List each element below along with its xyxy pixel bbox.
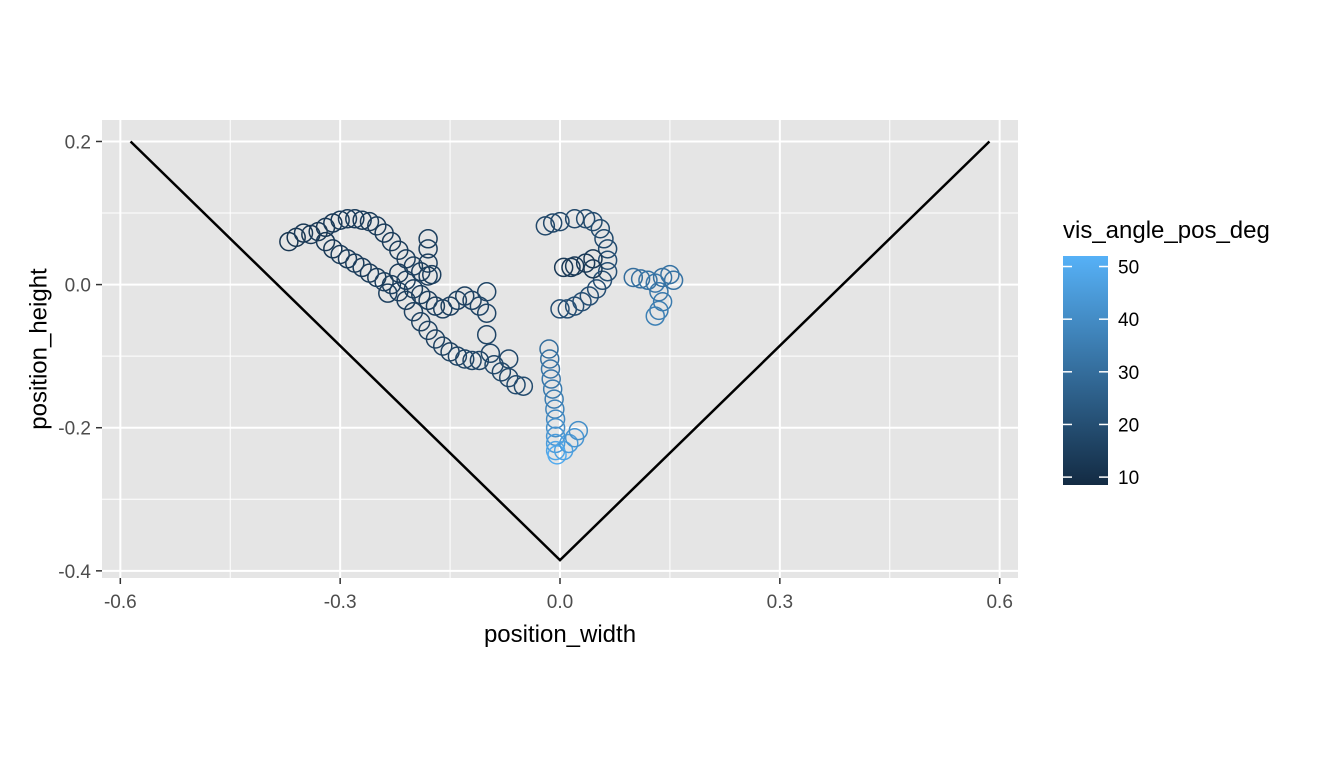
legend-title: vis_angle_pos_deg xyxy=(1063,217,1270,244)
data-point xyxy=(480,343,501,364)
data-point xyxy=(352,210,372,230)
data-point xyxy=(476,282,497,302)
data-point xyxy=(594,229,614,249)
data-point xyxy=(345,209,365,229)
data-point xyxy=(513,376,534,396)
y-tick-label: -0.4 xyxy=(58,562,91,583)
x-tick-label: 0.6 xyxy=(986,592,1012,613)
data-point xyxy=(454,349,475,369)
boundary-line xyxy=(129,140,991,562)
data-point xyxy=(649,300,669,321)
data-point xyxy=(418,229,438,249)
data-point xyxy=(545,409,566,429)
data-point xyxy=(422,264,442,285)
data-point xyxy=(396,290,416,311)
data-point xyxy=(541,369,561,389)
legend-tick-label: 20 xyxy=(1118,415,1139,436)
data-point xyxy=(337,209,358,229)
y-tick-label: -0.2 xyxy=(58,419,91,440)
data-point xyxy=(590,219,611,239)
data-point xyxy=(583,249,603,269)
x-tick-label: 0.3 xyxy=(767,592,793,613)
data-point xyxy=(462,350,482,371)
data-point xyxy=(403,279,424,299)
data-point xyxy=(476,303,497,323)
data-point xyxy=(660,264,680,285)
data-point xyxy=(583,259,603,279)
legend-ticks: 10 20 30 40 50 xyxy=(1063,258,1139,489)
data-point xyxy=(498,349,519,369)
data-point xyxy=(542,213,563,233)
data-point xyxy=(597,239,618,259)
data-point xyxy=(544,389,564,409)
data-point xyxy=(330,210,350,230)
data-point xyxy=(550,211,570,232)
y-axis-title: position_height xyxy=(25,268,52,430)
data-point xyxy=(462,290,482,311)
data-point xyxy=(323,239,343,259)
data-point xyxy=(583,211,603,232)
data-point xyxy=(425,329,446,349)
data-point xyxy=(367,216,387,236)
y-tick-label: 0.2 xyxy=(65,132,91,153)
data-point xyxy=(630,269,651,289)
data-point xyxy=(352,257,372,278)
data-point xyxy=(293,223,314,243)
x-tick-label: 0.0 xyxy=(547,592,573,613)
data-point xyxy=(484,354,504,375)
axes: -0.6 -0.3 0.0 0.3 0.6 -0.4 -0.2 0.0 0.2 xyxy=(58,132,1013,613)
data-point xyxy=(542,379,563,399)
data-point xyxy=(506,375,526,395)
data-point xyxy=(418,290,438,311)
data-point xyxy=(586,279,607,299)
legend-tick-label: 50 xyxy=(1118,258,1139,279)
data-point xyxy=(378,283,398,303)
data-point xyxy=(476,324,497,345)
data-point xyxy=(557,299,578,319)
data-point xyxy=(547,445,567,465)
data-point xyxy=(597,250,618,271)
data-point xyxy=(539,339,559,359)
data-point xyxy=(418,239,438,259)
y-tick-label: 0.0 xyxy=(65,276,91,297)
data-point xyxy=(579,286,600,306)
data-point xyxy=(381,274,402,295)
data-point xyxy=(545,417,566,438)
data-point xyxy=(389,263,409,283)
data-point xyxy=(550,299,570,319)
x-tick-label: -0.6 xyxy=(104,592,137,613)
data-point xyxy=(553,440,574,461)
data-point xyxy=(553,257,574,278)
data-point xyxy=(411,284,431,305)
data-point xyxy=(418,253,438,273)
data-point xyxy=(623,267,644,288)
legend-tick-label: 10 xyxy=(1118,468,1139,489)
data-point xyxy=(403,302,424,322)
color-legend: vis_angle_pos_deg 10 20 30 40 50 xyxy=(1063,217,1270,489)
data-point xyxy=(315,231,336,252)
legend-tick-label: 40 xyxy=(1118,310,1139,331)
data-points xyxy=(279,209,684,465)
data-point xyxy=(645,306,666,326)
data-point xyxy=(540,359,561,379)
data-point xyxy=(539,349,560,369)
data-point xyxy=(559,433,579,454)
data-point xyxy=(469,350,490,371)
x-axis-title: position_width xyxy=(484,621,636,648)
legend-colorbar xyxy=(1063,256,1108,485)
data-point xyxy=(663,270,684,291)
data-point xyxy=(568,420,589,441)
data-point xyxy=(433,336,453,356)
legend-tick-label: 30 xyxy=(1118,363,1139,384)
data-point xyxy=(440,296,460,316)
x-tick-label: -0.3 xyxy=(324,592,357,613)
